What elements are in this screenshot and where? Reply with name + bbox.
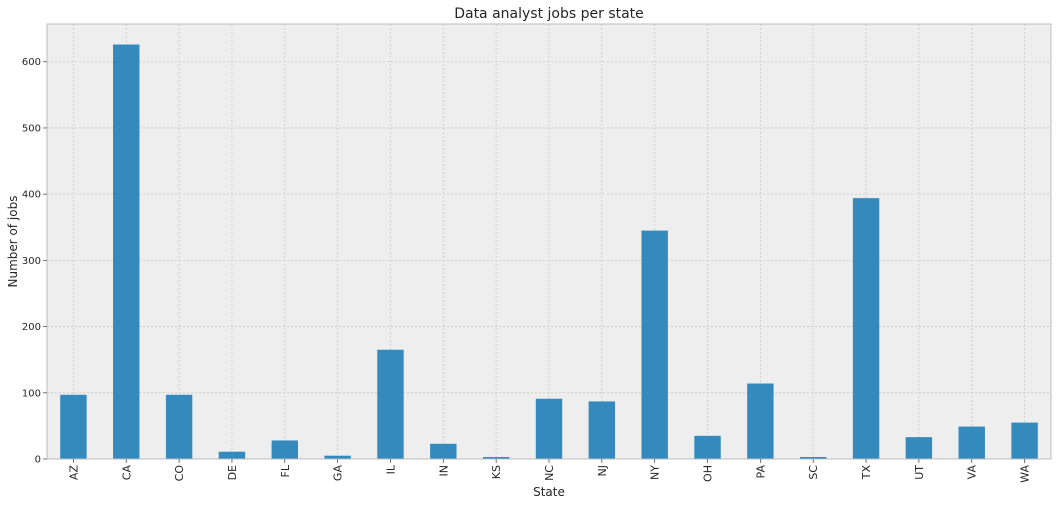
x-tick-label: WA (1019, 465, 1032, 483)
x-tick-label: IN (437, 465, 450, 476)
x-tick-label: OH (702, 465, 715, 482)
bar-de (218, 451, 246, 459)
x-tick-label: CO (173, 465, 186, 482)
y-tick-label: 200 (22, 322, 41, 333)
bar-co (165, 394, 193, 459)
y-axis-label: Number of jobs (6, 196, 20, 288)
bar-oh (694, 435, 721, 459)
y-tick-label: 0 (35, 455, 41, 466)
x-tick-label: GA (332, 465, 345, 482)
y-tick-label: 300 (22, 256, 41, 267)
bar-ks (482, 457, 510, 459)
bar-ut (905, 437, 933, 459)
x-tick-label: NY (649, 465, 662, 480)
bar-nj (588, 401, 616, 459)
y-tick-label: 100 (22, 388, 41, 399)
bar-sc (800, 457, 827, 459)
x-tick-label: TX (860, 465, 873, 481)
bar-tx (852, 198, 880, 459)
x-tick-label: FL (279, 464, 292, 477)
x-tick-label: AZ (67, 465, 80, 481)
bar-ny (641, 230, 668, 459)
x-tick-label: SC (807, 465, 820, 480)
bar-il (377, 349, 404, 459)
y-axis-ticks: 0 100 200 300 400 500 600 (22, 57, 47, 466)
x-tick-label: IL (384, 464, 397, 474)
bar-az (60, 394, 87, 459)
chart-title: Data analyst jobs per state (454, 6, 644, 22)
bar-va (958, 426, 985, 459)
x-axis-ticks: AZ CA CO DE FL GA IL IN KS NC NJ NY OH PA SC TX UT VA WA (67, 459, 1032, 483)
bar-pa (747, 383, 774, 459)
x-tick-label: VA (966, 465, 979, 480)
bars (60, 44, 1038, 459)
x-tick-label: DE (226, 465, 239, 480)
bar-in (430, 443, 457, 459)
bar-ca (113, 44, 140, 459)
x-tick-label: KS (490, 465, 503, 479)
bar-fl (271, 440, 298, 459)
grid-lines (47, 24, 1051, 460)
x-tick-label: NC (543, 465, 556, 481)
x-tick-label: CA (120, 465, 133, 481)
bar-nc (535, 398, 563, 459)
x-tick-label: PA (754, 465, 767, 479)
y-tick-label: 600 (22, 57, 41, 68)
x-axis-label: State (533, 485, 565, 499)
y-tick-label: 500 (22, 123, 41, 134)
x-tick-label: NJ (596, 465, 609, 476)
bar-ga (324, 455, 351, 459)
x-tick-label: UT (913, 465, 926, 480)
y-tick-label: 400 (22, 190, 41, 201)
bar-wa (1011, 422, 1038, 459)
